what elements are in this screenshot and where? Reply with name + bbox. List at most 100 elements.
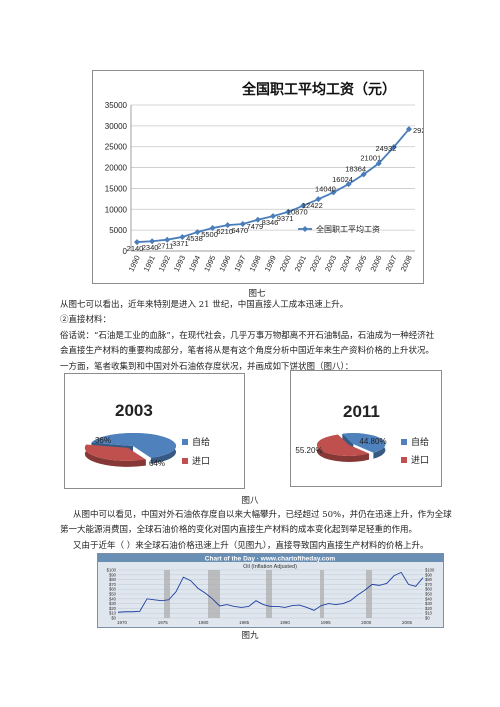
x-tick-label: 2005 bbox=[353, 254, 368, 273]
x-tick-label: 1996 bbox=[217, 254, 232, 273]
y-tick-label: 20000 bbox=[105, 164, 128, 173]
pie-2011-legend-self: 自给 bbox=[401, 435, 429, 448]
legend-label-self: 自给 bbox=[192, 438, 211, 448]
pie-data-label: 55.20% bbox=[295, 446, 322, 455]
data-label: 8346 bbox=[262, 218, 279, 227]
data-point bbox=[179, 233, 186, 240]
x-tick-label: 1993 bbox=[172, 254, 187, 273]
x-tick-label: 1991 bbox=[142, 254, 157, 273]
pie-data-label: 36% bbox=[95, 436, 111, 445]
paragraph-1: 从图七可以看出，近年来特别是进入 21 世纪，中国直接人工成本迅速上升。 bbox=[60, 300, 349, 310]
x-tick-label: 2001 bbox=[293, 254, 308, 273]
pie-slice-进口 bbox=[317, 434, 370, 456]
y-tick-label: 15000 bbox=[105, 184, 128, 193]
pie-2011-svg: 44.80% 55.20% bbox=[295, 433, 387, 462]
oil-y-tick-right: $30 bbox=[425, 601, 433, 606]
y-tick-label: 0 bbox=[123, 247, 128, 256]
x-tick-label: 1997 bbox=[232, 254, 247, 273]
oil-y-tick: $100 bbox=[107, 568, 117, 573]
oil-x-tick: 1990 bbox=[280, 620, 291, 625]
data-label: 10870 bbox=[287, 208, 308, 217]
oil-x-tick: 1970 bbox=[117, 620, 128, 625]
recession-band bbox=[320, 570, 324, 618]
data-point bbox=[270, 213, 276, 220]
x-tick-label: 2008 bbox=[399, 254, 414, 273]
pie-2003-svg: 64% 36% bbox=[84, 433, 177, 468]
data-point bbox=[330, 189, 337, 196]
data-point bbox=[406, 126, 412, 133]
oil-y-tick: $40 bbox=[109, 596, 117, 601]
data-label: 21001 bbox=[360, 153, 381, 162]
y-tick-label: 10000 bbox=[105, 205, 128, 214]
pie-slice-自给 bbox=[342, 433, 386, 453]
data-point bbox=[194, 229, 201, 236]
paragraph-3-line2: 会直接生产材料的重要构成部分，笔者将从是有这个角度分析中国近年来生产资料价格的上… bbox=[60, 346, 435, 356]
data-label: 7479 bbox=[247, 222, 264, 231]
oil-price-line bbox=[117, 571, 424, 613]
paragraph-5-line2: 第一大能源消费国，全球石油价格的变化对国内直接生产材料的成本变化起到举足轻重的作… bbox=[60, 525, 418, 535]
oil-y-tick: $50 bbox=[109, 592, 117, 597]
oil-x-tick: 1985 bbox=[239, 620, 250, 625]
paragraph-6: 又由于近年（ ）来全球石油价格迅速上升（见图九），直接导致国内直接生产材料的价格… bbox=[73, 541, 429, 551]
data-point bbox=[224, 222, 231, 229]
oil-y-tick-right: $50 bbox=[425, 592, 433, 597]
data-label: 3371 bbox=[172, 239, 189, 248]
data-label: 16024 bbox=[332, 175, 353, 184]
data-point bbox=[239, 221, 246, 228]
oil-x-tick: 1995 bbox=[321, 620, 332, 625]
data-point bbox=[209, 225, 216, 232]
oil-chart-subtitle: Oil (Inflation Adjusted) bbox=[243, 564, 297, 570]
legend-label-import: 进口 bbox=[192, 457, 211, 467]
data-label: 29229 bbox=[413, 126, 423, 135]
legend-swatch-import bbox=[182, 457, 188, 464]
oil-y-tick-right: $100 bbox=[425, 568, 435, 573]
oil-y-tick-right: $80 bbox=[425, 577, 433, 582]
pie-2011-title: 2011 bbox=[343, 402, 380, 421]
x-tick-label: 2006 bbox=[368, 254, 383, 273]
data-label: 24932 bbox=[375, 144, 396, 153]
x-tick-label: 2000 bbox=[278, 254, 293, 273]
data-point bbox=[345, 181, 352, 188]
figure-8-caption: 图八 bbox=[241, 496, 259, 506]
oil-y-tick-right: $70 bbox=[425, 582, 433, 587]
oil-price-chart-svg: Chart of the Day · www.chartoftheday.com… bbox=[98, 554, 443, 625]
data-label: 18364 bbox=[345, 164, 366, 173]
chart-title: 全国职工平均工资（元） bbox=[241, 81, 396, 97]
legend-label-import: 进口 bbox=[411, 456, 430, 466]
y-tick-label: 25000 bbox=[105, 143, 128, 152]
data-label: 6210 bbox=[216, 227, 233, 236]
oil-x-tick: 1975 bbox=[158, 620, 169, 625]
paragraph-4: 一方面，笔者收集到和中国对外石油依存度状况，并画成如下饼状图（图八）： bbox=[60, 362, 354, 372]
recession-band bbox=[366, 570, 372, 618]
oil-y-tick: $0 bbox=[111, 616, 116, 621]
x-tick-label: 1994 bbox=[187, 254, 202, 273]
data-label: 6470 bbox=[231, 226, 248, 235]
data-point bbox=[134, 239, 140, 246]
data-label: 2711 bbox=[157, 242, 173, 251]
x-tick-label: 1990 bbox=[127, 254, 142, 273]
legend-swatch-self bbox=[182, 438, 188, 445]
figure-9-caption: 图九 bbox=[241, 631, 259, 641]
pie-2003-title: 2003 bbox=[115, 401, 153, 420]
data-label: 4538 bbox=[186, 234, 203, 243]
x-tick-label: 1992 bbox=[157, 254, 172, 273]
oil-y-tick-right: $90 bbox=[425, 572, 433, 577]
data-label: 5500 bbox=[201, 230, 218, 239]
x-tick-label: 1995 bbox=[202, 254, 217, 273]
pie-chart-2003: 2003 64% 36% 自给 进口 bbox=[64, 373, 245, 489]
wage-line-chart-svg: 全国职工平均工资（元） 0 5000 10000 15000 20000 25000 300… bbox=[105, 81, 434, 273]
pie-2003-legend-import: 进口 bbox=[182, 454, 210, 467]
data-point bbox=[254, 216, 261, 223]
recession-band bbox=[266, 570, 272, 618]
data-point bbox=[315, 196, 322, 203]
oil-x-tick: 2005 bbox=[402, 620, 413, 625]
data-point bbox=[300, 202, 307, 209]
pie-slice-自给 bbox=[91, 433, 176, 458]
oil-chart-header: Chart of the Day · www.chartoftheday.com bbox=[205, 556, 336, 563]
oil-y-tick: $20 bbox=[109, 606, 117, 611]
x-tick-label: 2007 bbox=[383, 254, 398, 273]
oil-y-tick: $70 bbox=[109, 582, 117, 587]
oil-price-chart: Chart of the Day · www.chartoftheday.com… bbox=[97, 553, 444, 628]
pie-data-label: 44.80% bbox=[359, 437, 386, 446]
oil-y-tick: $30 bbox=[109, 601, 117, 606]
